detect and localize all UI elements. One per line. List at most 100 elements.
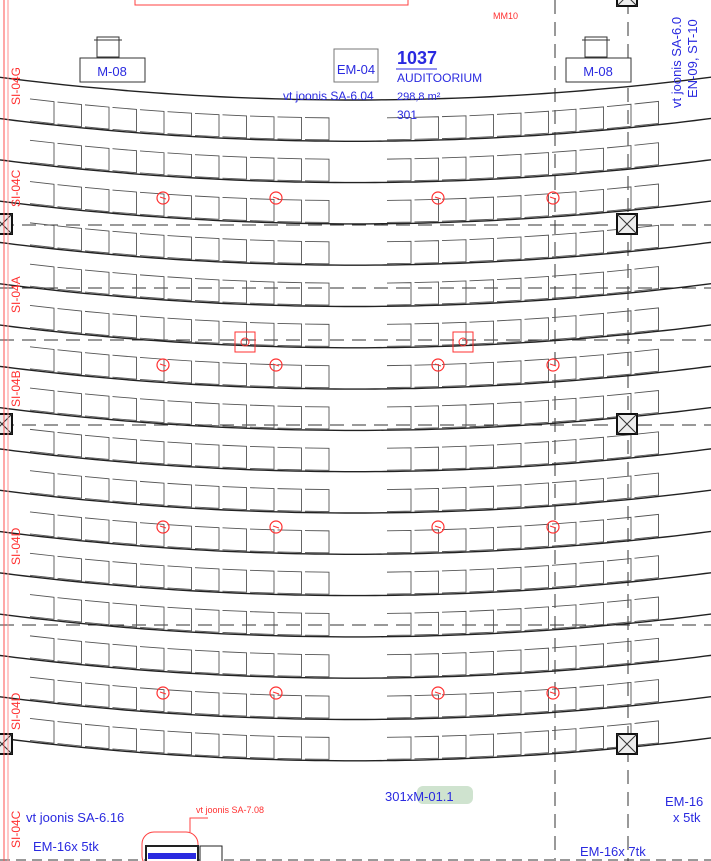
- seat: [139, 687, 165, 713]
- seat: [84, 104, 110, 130]
- seat: [139, 563, 165, 589]
- seat: [634, 224, 659, 251]
- seat: [167, 193, 192, 219]
- seat: [634, 307, 659, 333]
- seat: [469, 320, 494, 345]
- mm10-label: MM10: [493, 11, 518, 21]
- seat: [524, 275, 549, 301]
- seat: [249, 322, 275, 346]
- seat: [139, 109, 165, 134]
- seat: [304, 530, 330, 554]
- red-marker-icon: [156, 191, 170, 205]
- seat: [84, 269, 110, 295]
- red-marker-icon: [159, 691, 167, 695]
- m08-right[interactable]: M-08: [565, 36, 632, 83]
- seat: [579, 271, 604, 297]
- seat: [57, 679, 82, 706]
- seat: [304, 241, 330, 265]
- seat: [194, 525, 220, 551]
- seat: [579, 436, 604, 462]
- seat: [469, 444, 494, 469]
- seat: [304, 364, 330, 389]
- seat: [579, 188, 604, 214]
- column-cross-icon: [0, 213, 13, 235]
- row-arc: [0, 117, 711, 143]
- seat: [277, 322, 302, 347]
- seat: [222, 609, 247, 634]
- seat: [222, 114, 247, 139]
- seat: [139, 191, 165, 217]
- seat: [386, 653, 412, 678]
- seat: [414, 653, 439, 677]
- seat: [606, 516, 632, 543]
- seat: [84, 352, 110, 378]
- seat: [249, 156, 275, 181]
- seat: [112, 230, 137, 256]
- seat-tag[interactable]: 301xM-01.1: [385, 789, 454, 804]
- red-marker-icon: [546, 520, 560, 534]
- seat: [277, 570, 302, 595]
- seat: [304, 612, 330, 636]
- seat: [277, 612, 302, 636]
- seat: [496, 195, 522, 220]
- seat: [112, 189, 137, 215]
- seat: [29, 139, 55, 166]
- seat: [606, 310, 632, 336]
- seat: [524, 441, 549, 466]
- seat: [469, 733, 494, 758]
- seat: [167, 482, 192, 508]
- seat: [112, 478, 137, 504]
- seat: [551, 397, 577, 423]
- seat: [249, 239, 275, 264]
- seat: [277, 199, 302, 223]
- seat: [414, 198, 439, 223]
- seat: [249, 487, 275, 511]
- seat: [139, 439, 165, 465]
- seat: [304, 447, 330, 471]
- seat: [112, 726, 137, 752]
- seat: [249, 115, 275, 140]
- seat: [249, 652, 275, 677]
- axis-label: SI-04G: [9, 67, 23, 105]
- red-marker-icon: [269, 191, 283, 205]
- seat: [496, 732, 522, 757]
- seat: [524, 152, 549, 177]
- seat: [167, 441, 192, 467]
- m08-left[interactable]: M-08: [79, 36, 146, 83]
- seat: [524, 234, 549, 260]
- red-marker-icon: [431, 191, 445, 205]
- seat: [496, 442, 522, 468]
- seat: [606, 681, 632, 708]
- seat: [469, 237, 494, 262]
- seat: [304, 282, 330, 306]
- room-area: 298,8 m²: [397, 91, 441, 103]
- room-name: AUDITOORIUM: [397, 71, 482, 85]
- seat: [634, 100, 659, 127]
- seat: [414, 116, 439, 140]
- seat: [277, 240, 302, 264]
- seat: [441, 363, 467, 387]
- seat: [524, 482, 549, 507]
- seat: [496, 690, 522, 716]
- seat: [139, 398, 165, 424]
- seat: [222, 196, 247, 221]
- seat: [551, 273, 577, 299]
- seat: [249, 735, 275, 759]
- seat: [496, 319, 522, 344]
- ref-sa616: vt joonis SA-6.16: [26, 810, 124, 825]
- seat: [277, 529, 302, 553]
- seat: [112, 396, 137, 421]
- seat: [414, 694, 439, 719]
- seat: [469, 485, 494, 510]
- seat: [606, 186, 632, 212]
- seat: [579, 519, 604, 545]
- cross-box: [199, 845, 223, 861]
- seat: [441, 115, 467, 140]
- em04[interactable]: EM-04: [333, 48, 379, 83]
- red-marker-icon: [434, 196, 442, 200]
- seat: [304, 158, 330, 182]
- seat: [414, 364, 439, 388]
- seat: [249, 280, 275, 305]
- seat: [84, 228, 110, 254]
- axis-label: SI-04D: [9, 527, 23, 565]
